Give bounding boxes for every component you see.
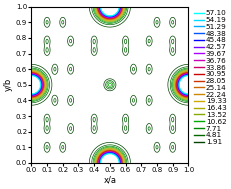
X-axis label: x/a: x/a [103,176,116,185]
Y-axis label: y/b: y/b [4,78,13,91]
Legend: 57.10, 54.19, 51.29, 48.38, 45.48, 42.57, 39.67, 36.76, 33.86, 30.95, 28.05, 25.: 57.10, 54.19, 51.29, 48.38, 45.48, 42.57… [194,10,227,145]
